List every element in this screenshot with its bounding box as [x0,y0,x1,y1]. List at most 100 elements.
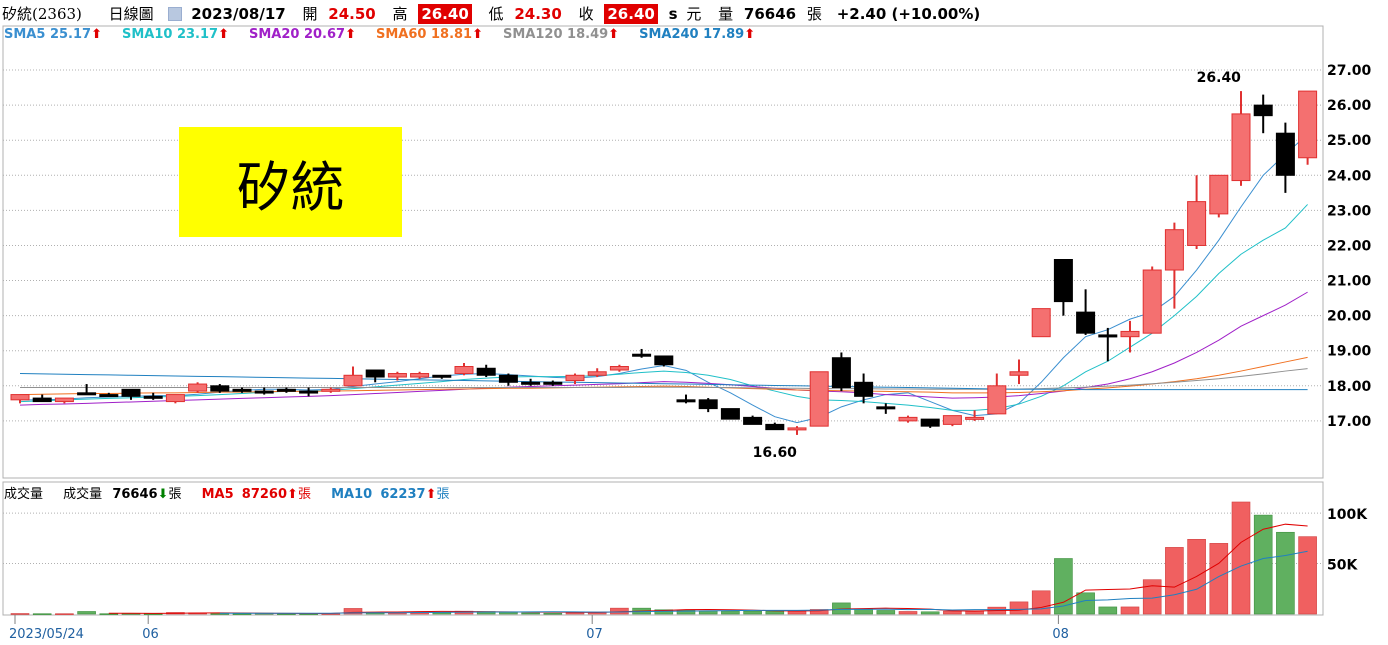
candle-body [876,406,896,410]
sma-legend-label: SMA20 [248,27,304,42]
sma-legend-sma60: SMA60 18.81⬆ [376,27,483,42]
candle-body [765,423,785,431]
volume-bar [565,612,585,615]
title-box: 矽統 [179,127,402,237]
price-tick-label: 19.00 [1327,344,1372,360]
date-tick-label: 08 [1052,627,1069,642]
candle [698,398,718,413]
candle-body [165,394,185,403]
candle [54,397,74,404]
volume-bar [55,613,74,615]
price-tick-label: 22.00 [1327,238,1372,254]
low-label: 低 [488,4,504,23]
candle [432,374,452,379]
sma-legend-value: 20.67 [303,27,346,42]
arrow-up-icon: ⬆ [425,487,437,502]
candle [1053,259,1073,316]
candle [32,394,52,403]
candle-body [1098,334,1118,338]
volume-bar [1298,536,1317,615]
candle-body [432,374,452,378]
candle [920,418,940,428]
candle [587,368,607,378]
volume-bar [1120,606,1140,615]
arrow-up-icon: ⬆ [608,27,620,42]
price-change: +2.40 (+10.00%) [836,4,981,23]
sma-legend-value: 25.17 [49,27,92,42]
candle-body [987,385,1007,415]
sma-line-sma60 [19,356,1308,396]
candle-body [965,416,985,420]
candle-body [343,374,363,387]
candle-body [121,388,141,397]
price-tick-label: 27.00 [1327,63,1372,79]
price-axis: 17.00 18.00 19.00 20.00 21.00 22.00 23.00 24.00… [1327,63,1372,430]
arrow-up-icon: ⬆ [744,27,756,42]
sma-legend-label: SMA10 [121,27,177,42]
price-grid [3,69,1323,422]
calendar-icon[interactable] [168,6,183,21]
candle-body [1053,259,1073,303]
candle-body [1164,229,1184,271]
candle-body [387,373,407,378]
candle [876,403,896,414]
price-panel-frame [2,25,1324,479]
sma-legend-value: 18.81 [430,27,473,42]
sma-legend-label: SMA5 [4,27,50,42]
arrow-up-icon: ⬆ [345,27,356,42]
price-tick-label: 20.00 [1327,309,1372,325]
candle [720,408,740,420]
candle-body [321,388,341,392]
candle [165,394,185,404]
volume-label: 量 [718,4,734,23]
candle [609,364,629,372]
candle-body [77,392,97,396]
candle-body [1298,90,1318,159]
candle-body [410,373,430,378]
candle-body [365,369,385,378]
candle [188,382,208,393]
candle [676,394,696,404]
candle-body [809,371,829,427]
candle-body [1031,308,1051,338]
candle [1009,359,1029,385]
sma-legend-sma120: SMA120 18.49⬆ [503,27,619,42]
sma-legend-sma20: SMA20 20.67⬆ [249,27,356,42]
candle-body [854,381,874,397]
candle-body [476,367,496,376]
stock-name: 矽統(2363) [2,4,82,23]
candle [387,371,407,381]
date-tick-label: 06 [142,627,159,642]
period-label[interactable]: 日線圖 [108,4,154,23]
volume-legend-label: 成交量 [63,487,103,502]
candle-body [831,357,851,389]
volume-bar [943,610,962,615]
volume-bar [543,612,563,615]
candle-body [698,399,718,410]
candle [854,373,874,404]
price-tick-label: 21.00 [1327,274,1372,290]
volume-bar [521,612,540,615]
candle-body [498,374,518,383]
date-tick-label: 07 [586,627,603,642]
candle [831,352,851,392]
candle [787,426,807,435]
candle [121,388,141,400]
candle [232,387,252,393]
candle-body [276,388,296,392]
candle-body [920,418,940,427]
volume-bar [610,607,629,615]
candle [1231,91,1251,186]
ma10-label: MA10 [331,487,373,502]
candle-body [10,394,30,401]
sma-line-sma120 [20,368,1308,390]
volume-legend: 成交量 成交量 76646⬇張 MA5 87260⬆張 MA10 62237⬆張 [4,483,465,502]
candle [1098,327,1118,362]
volume-bar [1253,514,1273,615]
close-value: 26.40 [604,3,658,24]
candle [898,415,918,423]
sma-legend-label: SMA120 [503,27,568,42]
candle [765,422,785,431]
candle [1275,122,1295,193]
